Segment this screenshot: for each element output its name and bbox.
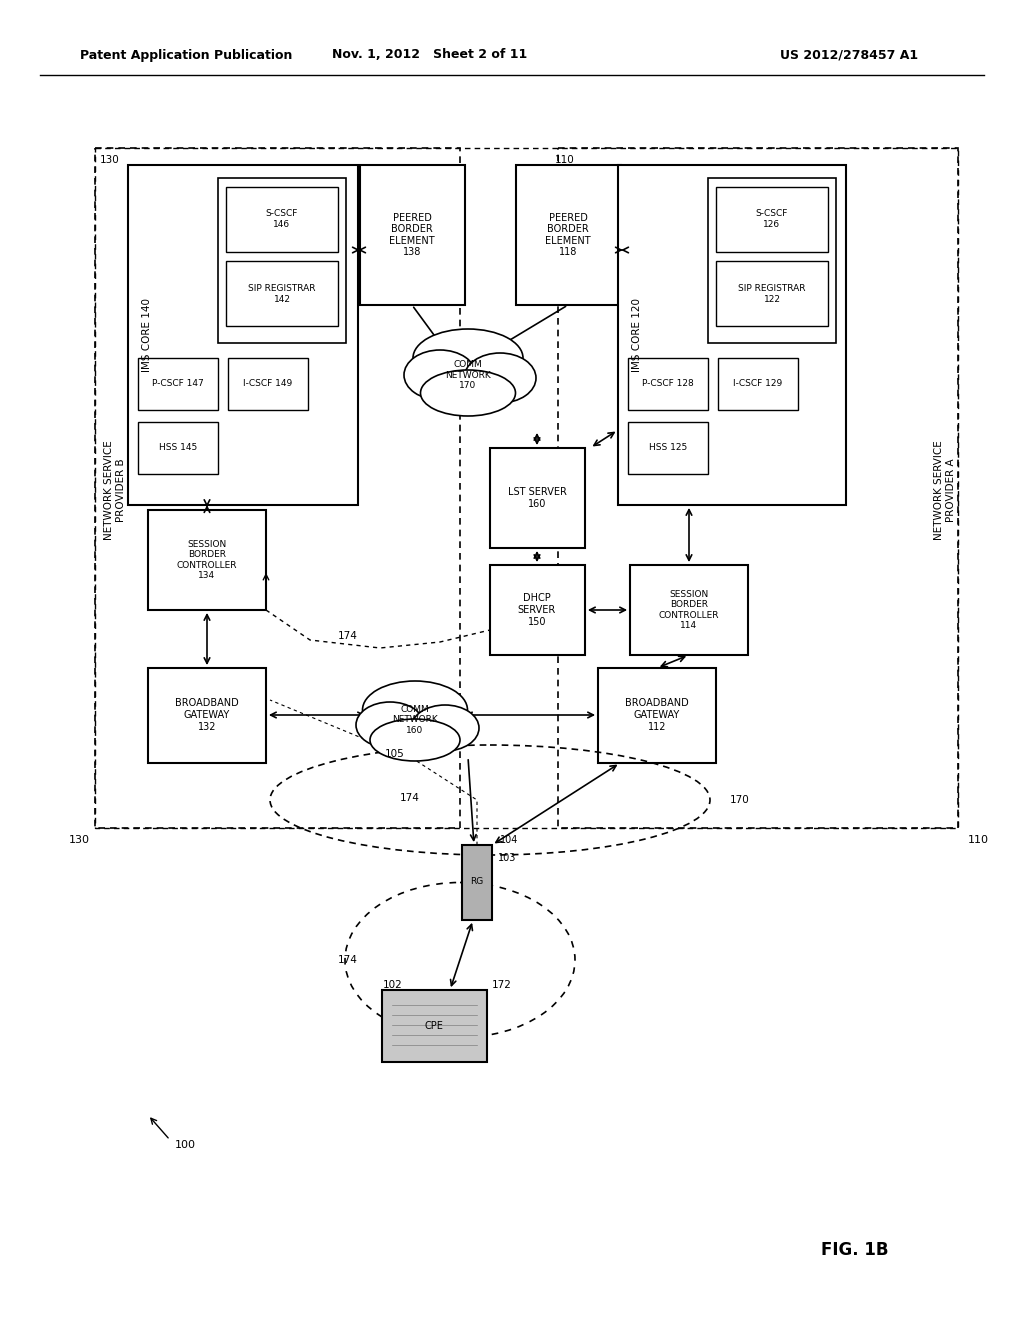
Text: PEERED
BORDER
ELEMENT
118: PEERED BORDER ELEMENT 118: [545, 213, 591, 257]
Text: 174: 174: [338, 631, 358, 642]
Text: 172: 172: [492, 979, 512, 990]
Ellipse shape: [356, 702, 424, 748]
Text: PEERED
BORDER
ELEMENT
138: PEERED BORDER ELEMENT 138: [389, 213, 435, 257]
Text: NETWORK SERVICE
PROVIDER B: NETWORK SERVICE PROVIDER B: [104, 440, 126, 540]
Text: RG: RG: [470, 878, 483, 887]
Text: DHCP
SERVER
150: DHCP SERVER 150: [518, 594, 556, 627]
Ellipse shape: [404, 350, 476, 400]
Text: I-CSCF 129: I-CSCF 129: [733, 380, 782, 388]
Text: COMM
NETWORK
170: COMM NETWORK 170: [445, 360, 490, 389]
FancyBboxPatch shape: [516, 165, 621, 305]
Text: 103: 103: [498, 853, 516, 863]
FancyBboxPatch shape: [716, 187, 828, 252]
Text: Nov. 1, 2012   Sheet 2 of 11: Nov. 1, 2012 Sheet 2 of 11: [333, 49, 527, 62]
FancyBboxPatch shape: [382, 990, 487, 1063]
Ellipse shape: [370, 719, 460, 762]
Text: I-CSCF 149: I-CSCF 149: [244, 380, 293, 388]
FancyBboxPatch shape: [226, 261, 338, 326]
FancyBboxPatch shape: [490, 447, 585, 548]
Text: HSS 125: HSS 125: [649, 444, 687, 453]
Text: 102: 102: [383, 979, 402, 990]
Text: S-CSCF
146: S-CSCF 146: [266, 210, 298, 228]
FancyBboxPatch shape: [716, 261, 828, 326]
Ellipse shape: [421, 370, 515, 416]
Text: IMS CORE 140: IMS CORE 140: [142, 298, 152, 372]
FancyBboxPatch shape: [138, 422, 218, 474]
Text: SIP REGISTRAR
142: SIP REGISTRAR 142: [248, 284, 315, 304]
FancyBboxPatch shape: [598, 668, 716, 763]
FancyBboxPatch shape: [360, 165, 465, 305]
Ellipse shape: [413, 329, 523, 387]
FancyBboxPatch shape: [628, 358, 708, 411]
FancyBboxPatch shape: [138, 358, 218, 411]
FancyBboxPatch shape: [148, 510, 266, 610]
Text: CPE: CPE: [425, 1020, 443, 1031]
Text: S-CSCF
126: S-CSCF 126: [756, 210, 788, 228]
Text: SIP REGISTRAR
122: SIP REGISTRAR 122: [738, 284, 806, 304]
Text: SESSION
BORDER
CONTROLLER
114: SESSION BORDER CONTROLLER 114: [658, 590, 719, 630]
Text: US 2012/278457 A1: US 2012/278457 A1: [780, 49, 919, 62]
Text: 100: 100: [175, 1140, 196, 1150]
Text: SESSION
BORDER
CONTROLLER
134: SESSION BORDER CONTROLLER 134: [177, 540, 238, 579]
Ellipse shape: [362, 681, 468, 739]
Text: P-CSCF 128: P-CSCF 128: [642, 380, 694, 388]
Text: 105: 105: [385, 748, 404, 759]
FancyBboxPatch shape: [618, 165, 846, 506]
FancyBboxPatch shape: [218, 178, 346, 343]
Ellipse shape: [464, 352, 536, 403]
FancyBboxPatch shape: [228, 358, 308, 411]
Text: BROADBAND
GATEWAY
112: BROADBAND GATEWAY 112: [625, 698, 689, 731]
Text: 174: 174: [338, 954, 358, 965]
Text: 104: 104: [500, 836, 518, 845]
Text: Patent Application Publication: Patent Application Publication: [80, 49, 293, 62]
FancyBboxPatch shape: [148, 668, 266, 763]
FancyBboxPatch shape: [490, 565, 585, 655]
FancyBboxPatch shape: [226, 187, 338, 252]
FancyBboxPatch shape: [630, 565, 748, 655]
Text: IMS CORE 120: IMS CORE 120: [632, 298, 642, 372]
Text: 110: 110: [968, 836, 989, 845]
Ellipse shape: [411, 705, 479, 751]
Text: COMM
NETWORK
160: COMM NETWORK 160: [392, 705, 438, 735]
Text: 110: 110: [555, 154, 574, 165]
Text: NETWORK SERVICE
PROVIDER A: NETWORK SERVICE PROVIDER A: [934, 440, 955, 540]
Text: LST SERVER
160: LST SERVER 160: [508, 487, 566, 508]
Text: 174: 174: [400, 793, 420, 803]
Text: BROADBAND
GATEWAY
132: BROADBAND GATEWAY 132: [175, 698, 239, 731]
FancyBboxPatch shape: [462, 845, 492, 920]
Text: 130: 130: [69, 836, 90, 845]
FancyBboxPatch shape: [628, 422, 708, 474]
Text: FIG. 1B: FIG. 1B: [821, 1241, 889, 1259]
Text: 130: 130: [100, 154, 120, 165]
FancyBboxPatch shape: [128, 165, 358, 506]
FancyBboxPatch shape: [708, 178, 836, 343]
Text: HSS 145: HSS 145: [159, 444, 198, 453]
FancyBboxPatch shape: [718, 358, 798, 411]
Text: P-CSCF 147: P-CSCF 147: [153, 380, 204, 388]
Text: 170: 170: [730, 795, 750, 805]
